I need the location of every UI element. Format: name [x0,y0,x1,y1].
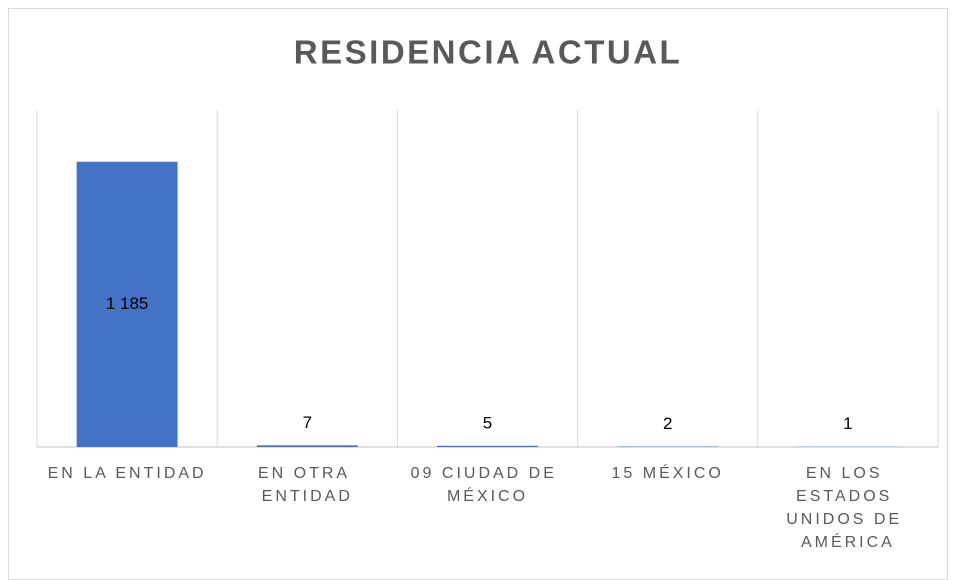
x-tick-label: 15 MÉXICO [612,463,724,482]
data-label: 2 [663,414,672,433]
data-label: 7 [303,413,312,432]
x-tick-label: EN LOS ESTADOS UNIDOS DE AMÉRICA [786,465,909,551]
data-label: 1 185 [106,294,149,313]
data-label: 1 [843,414,852,433]
x-tick-label: EN LA ENTIDAD [48,465,207,482]
x-tick-label: EN OTRA ENTIDAD [258,465,357,505]
x-tick-label: 09 CIUDAD DE MÉXICO [411,465,565,505]
bar [76,161,178,447]
data-label: 5 [483,413,492,432]
bar [437,445,538,447]
bar [256,445,358,447]
chart-title: RESIDENCIA ACTUAL [294,34,682,71]
